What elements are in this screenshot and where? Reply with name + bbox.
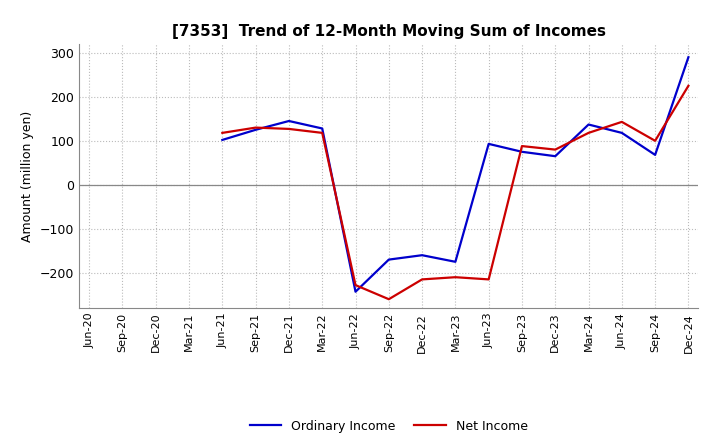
Net Income <box>318 130 327 136</box>
Ordinary Income <box>684 55 693 60</box>
Ordinary Income <box>618 130 626 136</box>
Net Income <box>485 277 493 282</box>
Ordinary Income <box>651 152 660 158</box>
Ordinary Income <box>518 149 526 154</box>
Net Income <box>618 119 626 125</box>
Ordinary Income <box>284 118 293 124</box>
Net Income <box>418 277 426 282</box>
Y-axis label: Amount (million yen): Amount (million yen) <box>22 110 35 242</box>
Net Income <box>551 147 559 152</box>
Ordinary Income <box>251 127 260 132</box>
Ordinary Income <box>218 137 227 143</box>
Net Income <box>351 282 360 288</box>
Net Income <box>284 126 293 132</box>
Ordinary Income <box>451 259 459 264</box>
Net Income <box>684 83 693 88</box>
Net Income <box>518 143 526 149</box>
Ordinary Income <box>318 126 327 131</box>
Ordinary Income <box>418 253 426 258</box>
Line: Ordinary Income: Ordinary Income <box>222 57 688 292</box>
Net Income <box>451 275 459 280</box>
Title: [7353]  Trend of 12-Month Moving Sum of Incomes: [7353] Trend of 12-Month Moving Sum of I… <box>172 24 606 39</box>
Ordinary Income <box>551 154 559 159</box>
Ordinary Income <box>384 257 393 262</box>
Net Income <box>384 297 393 302</box>
Ordinary Income <box>351 289 360 294</box>
Ordinary Income <box>584 122 593 127</box>
Legend: Ordinary Income, Net Income: Ordinary Income, Net Income <box>245 414 533 437</box>
Ordinary Income <box>485 141 493 147</box>
Net Income <box>251 125 260 130</box>
Net Income <box>584 130 593 136</box>
Line: Net Income: Net Income <box>222 86 688 299</box>
Net Income <box>218 130 227 136</box>
Net Income <box>651 138 660 143</box>
